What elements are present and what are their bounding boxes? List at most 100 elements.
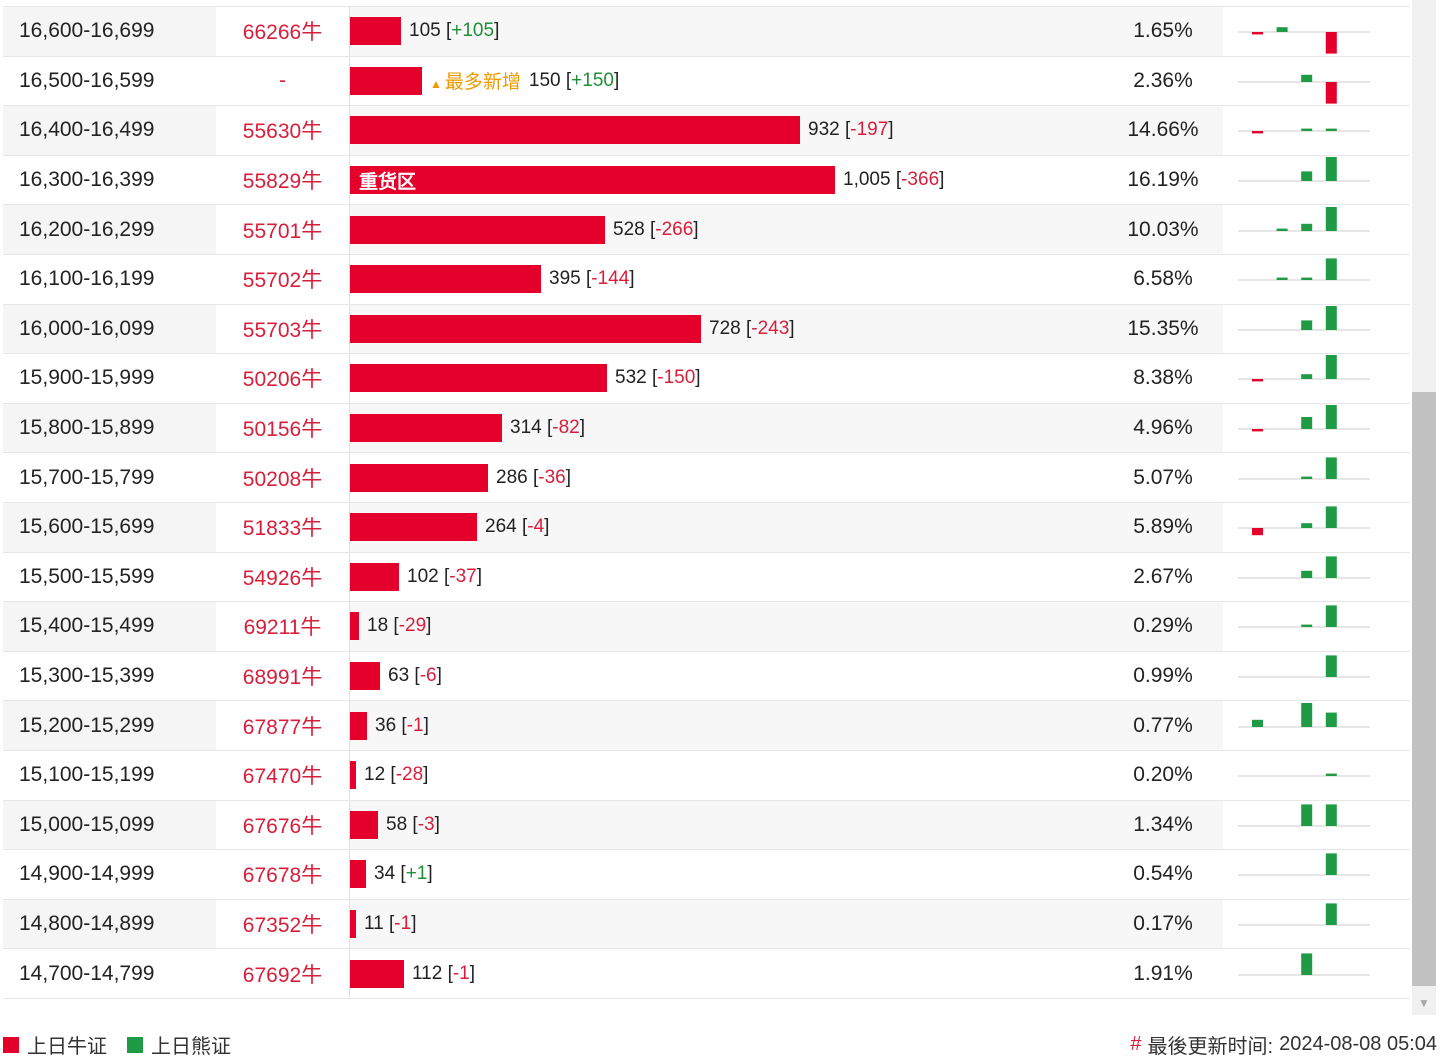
price-range: 15,500-15,599	[19, 564, 155, 588]
outstanding-bar	[350, 414, 502, 443]
outstanding-count: 932 [-197]	[808, 119, 894, 141]
cbbc-code-link[interactable]: 51833牛	[216, 502, 350, 552]
cbbc-code-link[interactable]: 67470牛	[216, 750, 350, 800]
outstanding-bar	[350, 810, 378, 839]
outstanding-bar-cell: 105 [+105]	[350, 7, 1120, 56]
spark-bar-bull	[1252, 379, 1263, 382]
outstanding-count: 34 [+1]	[374, 863, 433, 885]
scroll-down-arrow-icon[interactable]: ▼	[1418, 996, 1430, 1010]
count-change: -243	[751, 317, 790, 339]
spark-bar-bear	[1325, 773, 1337, 777]
outstanding-bar-cell: ▲ 最多新增 150 [+150]	[350, 57, 1120, 106]
price-range: 15,100-15,199	[19, 763, 155, 787]
table-row: 16,500-16,599 - ▲ 最多新增 150 [+150] 2.36%	[3, 56, 1410, 107]
change-sparkline	[1233, 553, 1373, 602]
change-sparkline	[1233, 106, 1373, 155]
sparkline-svg	[1238, 457, 1370, 480]
price-range: 15,600-15,699	[3, 502, 216, 552]
cbbc-code-link[interactable]: 66266牛	[216, 7, 350, 56]
percent-share: 0.77%	[1103, 701, 1223, 750]
count-value: 11	[364, 912, 384, 934]
outstanding-count: 1,005 [-366]	[843, 169, 945, 191]
price-range: 16,200-16,299	[3, 205, 216, 254]
legend-label-bull: 上日牛证	[27, 1036, 107, 1058]
legend-label-bear: 上日熊证	[151, 1036, 231, 1058]
outstanding-bar	[350, 265, 541, 294]
outstanding-bar-cell: 18 [-29]	[350, 602, 1120, 651]
spark-bar-bear	[1301, 570, 1313, 578]
cbbc-code-link[interactable]: 67676牛	[216, 800, 350, 850]
spark-bar-bear	[1301, 277, 1313, 281]
spark-bar-bear	[1301, 417, 1313, 430]
count-change: -1	[394, 912, 412, 934]
change-sparkline	[1233, 354, 1373, 403]
cbbc-code-link[interactable]: 50206牛	[216, 354, 350, 403]
count-value: 105	[409, 20, 441, 42]
percent-share: 16.19%	[1127, 168, 1199, 192]
table-row: 15,200-15,299 67877牛 36 [-1] 0.77%	[3, 701, 1410, 751]
percent-share: 2.67%	[1133, 564, 1193, 588]
sparkline-svg	[1238, 506, 1370, 536]
count-value: 34	[374, 863, 396, 885]
outstanding-bar	[350, 116, 800, 145]
percent-share: 1.34%	[1103, 800, 1223, 850]
cbbc-code-link[interactable]: 67352牛	[216, 899, 350, 949]
cbbc-code-link[interactable]: 55701牛	[216, 205, 350, 254]
spark-bar-bear	[1325, 258, 1337, 281]
outstanding-count: 528 [-266]	[613, 218, 699, 240]
cbbc-code-link[interactable]: 67877牛	[216, 701, 350, 750]
cbbc-code-link[interactable]: 55702牛	[216, 254, 350, 304]
price-range: 16,100-16,199	[19, 267, 155, 291]
table-row: 16,400-16,499 55630牛 932 [-197] 14.66%	[3, 106, 1410, 156]
last-updated: # 最後更新时间: 2024-08-08 05:04	[1130, 1030, 1437, 1059]
sparkline-svg	[1238, 355, 1370, 382]
table-row: 15,300-15,399 68991牛 63 [-6] 0.99%	[3, 651, 1410, 702]
count-value: 728	[709, 317, 741, 339]
outstanding-bar-cell: 286 [-36]	[350, 453, 1120, 502]
outstanding-count: 36 [-1]	[375, 714, 429, 736]
spark-bar-bull	[1252, 429, 1263, 432]
cbbc-code-link[interactable]: 55703牛	[216, 304, 350, 354]
outstanding-bar	[350, 860, 366, 889]
cbbc-code-link[interactable]: 67692牛	[216, 949, 350, 998]
cbbc-code-link[interactable]: 55829牛	[216, 155, 350, 205]
cbbc-code-link[interactable]: 68991牛	[216, 651, 350, 701]
scrollbar-thumb[interactable]	[1412, 392, 1436, 986]
change-sparkline	[1233, 801, 1373, 850]
outstanding-count: 12 [-28]	[364, 764, 429, 786]
spark-bar-bear	[1325, 506, 1337, 529]
price-range: 15,800-15,899	[3, 403, 216, 453]
percent-share: 1.91%	[1133, 961, 1193, 985]
cbbc-distribution-table: 16,600-16,699 66266牛 105 [+105] 1.65% 16,500…	[3, 6, 1410, 999]
cbbc-code-link[interactable]: 55630牛	[216, 106, 350, 155]
price-range: 15,700-15,799	[19, 465, 155, 489]
outstanding-bar-cell: 528 [-266]	[350, 205, 1120, 254]
outstanding-bar-cell: 36 [-1]	[350, 701, 1120, 750]
table-row: 16,000-16,099 55703牛 728 [-243] 15.35%	[3, 304, 1410, 355]
sparkline-svg	[1238, 952, 1370, 976]
sparkline-svg	[1238, 258, 1370, 281]
cbbc-code-link[interactable]: 50156牛	[216, 403, 350, 453]
price-range: 16,000-16,099	[3, 304, 216, 354]
outstanding-bar-cell: 102 [-37]	[350, 553, 1120, 602]
table-row: 14,700-14,799 67692牛 112 [-1] 1.91%	[3, 949, 1410, 999]
sparkline-svg	[1238, 74, 1370, 104]
spark-bar-bear	[1276, 27, 1288, 33]
cbbc-code-link[interactable]: 54926牛	[216, 552, 350, 602]
outstanding-bar-cell: 395 [-144]	[350, 255, 1120, 304]
count-value: 932	[808, 119, 840, 141]
spark-bar-bull	[1325, 32, 1337, 54]
cbbc-code-link[interactable]: 50208牛	[216, 453, 350, 502]
table-row: 15,400-15,499 69211牛 18 [-29] 0.29%	[3, 602, 1410, 652]
outstanding-count: 63 [-6]	[388, 665, 442, 687]
spark-bar-bear	[1301, 129, 1313, 132]
outstanding-count: 112 [-1]	[412, 962, 476, 984]
spark-bar-bear	[1325, 157, 1337, 182]
outstanding-count: 532 [-150]	[615, 367, 701, 389]
cbbc-code-link[interactable]: 67678牛	[216, 850, 350, 899]
count-value: 532	[615, 367, 647, 389]
percent-share: 2.36%	[1133, 68, 1193, 92]
spark-bar-bear	[1301, 74, 1313, 82]
cbbc-code-link[interactable]: 69211牛	[216, 602, 350, 651]
spark-bar-bull	[1325, 81, 1337, 104]
